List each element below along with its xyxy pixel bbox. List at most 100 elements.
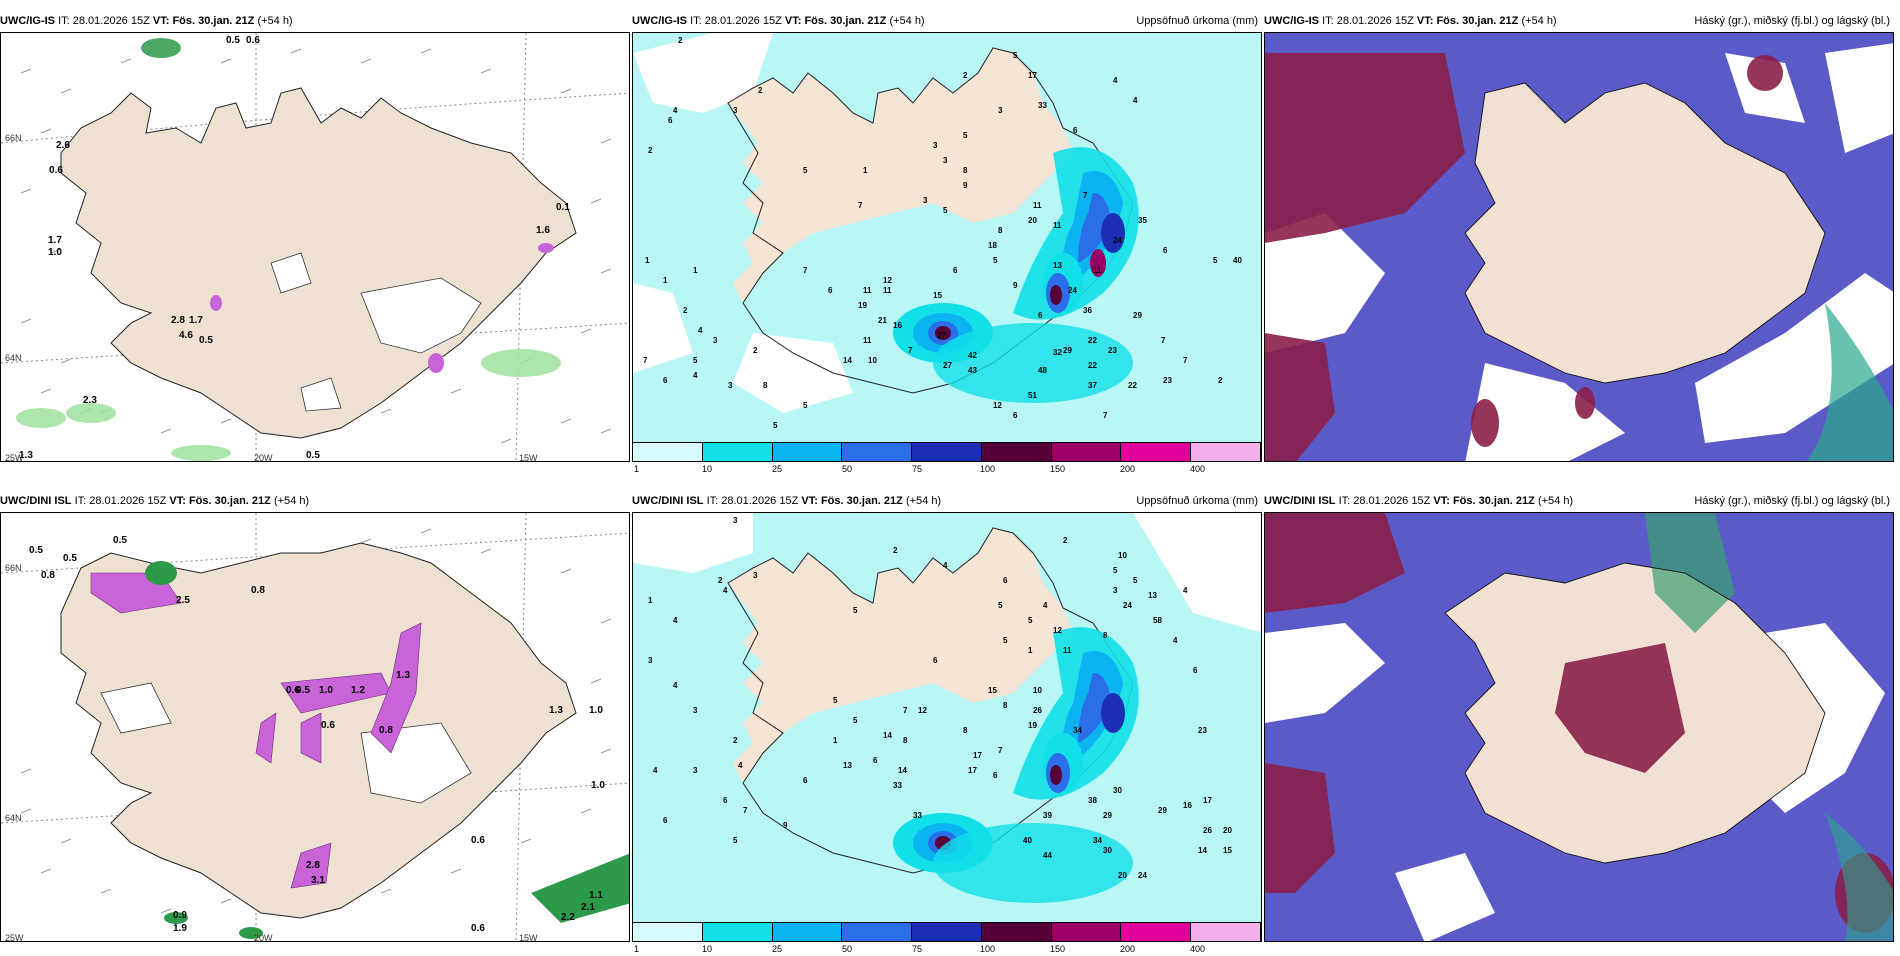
panel-dini-wind: UWC/DINI ISL IT: 28.01.2026 15Z VT: Fös.… — [0, 492, 630, 942]
svg-text:9: 9 — [963, 181, 968, 190]
svg-text:5: 5 — [993, 256, 998, 265]
svg-text:24: 24 — [1113, 236, 1122, 245]
svg-text:1.3: 1.3 — [396, 670, 410, 681]
graticule-labels: 20W 15W 25W 66N 64N — [5, 563, 538, 942]
svg-text:26: 26 — [1033, 706, 1042, 715]
coastline — [1444, 562, 1826, 864]
svg-text:22: 22 — [1088, 336, 1097, 345]
svg-text:2: 2 — [718, 576, 723, 585]
svg-text:4: 4 — [1043, 601, 1048, 610]
svg-text:3: 3 — [713, 336, 718, 345]
svg-text:0.6: 0.6 — [471, 923, 485, 934]
svg-text:7: 7 — [1161, 336, 1166, 345]
panel-ig-precip: UWC/IG-IS IT: 28.01.2026 15Z VT: Fös. 30… — [632, 12, 1262, 474]
svg-text:6: 6 — [1038, 311, 1043, 320]
svg-text:66N: 66N — [5, 563, 22, 573]
cloud-map[interactable] — [1264, 512, 1894, 942]
svg-text:3: 3 — [648, 656, 653, 665]
panel-header: UWC/IG-IS IT: 28.01.2026 15Z VT: Fös. 30… — [632, 15, 925, 27]
svg-text:3.1: 3.1 — [311, 875, 325, 886]
svg-text:0.5: 0.5 — [199, 335, 213, 346]
precip-bands — [893, 627, 1139, 903]
svg-text:9: 9 — [783, 821, 788, 830]
svg-text:3: 3 — [998, 106, 1003, 115]
svg-text:2: 2 — [683, 306, 688, 315]
svg-text:7: 7 — [1183, 356, 1188, 365]
svg-text:39: 39 — [1043, 811, 1052, 820]
svg-text:8: 8 — [903, 736, 908, 745]
svg-text:4: 4 — [698, 326, 703, 335]
svg-text:4: 4 — [1133, 96, 1138, 105]
svg-text:1: 1 — [863, 166, 868, 175]
svg-text:64N: 64N — [5, 353, 22, 363]
svg-text:1.0: 1.0 — [591, 780, 605, 791]
svg-text:5: 5 — [1013, 51, 1018, 60]
svg-text:15W: 15W — [519, 453, 538, 462]
panel-ig-wind: UWC/IG-IS IT: 28.01.2026 15Z VT: Fös. 30… — [0, 12, 630, 462]
value-labels: 2 2 2 4 6 3 5 17 4 4 33 1 3 6 5 3 3 2 5 … — [643, 36, 1242, 430]
svg-text:8: 8 — [963, 166, 968, 175]
svg-text:40: 40 — [1233, 256, 1242, 265]
panel-header: UWC/IG-IS IT: 28.01.2026 15Z VT: Fös. 30… — [0, 15, 293, 27]
svg-text:7: 7 — [858, 201, 863, 210]
svg-text:20W: 20W — [254, 933, 273, 942]
legend-swatch — [702, 923, 773, 941]
svg-text:1.7: 1.7 — [189, 315, 203, 326]
green-cloud-band — [1825, 813, 1893, 941]
wind-map[interactable]: 0.5 0.5 0.8 0.5 2.5 0.8 0.6 0.5 1.0 1.2 … — [0, 512, 630, 942]
svg-text:11: 11 — [1093, 266, 1102, 275]
precip-legend — [633, 442, 1261, 461]
svg-text:11: 11 — [1033, 201, 1042, 210]
svg-text:32: 32 — [1053, 348, 1062, 357]
wind-map[interactable]: 0.5 0.6 2.6 0.6 1.7 1.0 2.8 1.7 4.6 0.5 … — [0, 32, 630, 462]
svg-text:7: 7 — [643, 356, 648, 365]
svg-text:17: 17 — [1028, 71, 1037, 80]
svg-text:5: 5 — [803, 166, 808, 175]
svg-text:2: 2 — [678, 36, 683, 45]
legend-labels: 1 10 25 50 75 100 150 200 400 — [634, 944, 1206, 954]
svg-text:5: 5 — [963, 131, 968, 140]
svg-text:17: 17 — [968, 766, 977, 775]
value-labels: 3 2 3 4 10 2 5 5 3 4 1 24 4 5 13 2 4 6 5… — [648, 516, 1232, 880]
svg-text:4: 4 — [723, 586, 728, 595]
svg-text:43: 43 — [968, 366, 977, 375]
cloud-map[interactable] — [1264, 32, 1894, 462]
svg-text:0.6: 0.6 — [286, 685, 300, 696]
svg-text:2: 2 — [733, 736, 738, 745]
svg-text:34: 34 — [1093, 836, 1102, 845]
svg-text:15W: 15W — [519, 933, 538, 942]
svg-text:0.6: 0.6 — [321, 720, 335, 731]
legend-swatch — [702, 443, 773, 461]
svg-text:2: 2 — [758, 86, 763, 95]
svg-text:24: 24 — [1138, 871, 1147, 880]
svg-text:4.6: 4.6 — [179, 330, 193, 341]
svg-text:0.5: 0.5 — [29, 545, 43, 556]
svg-text:6: 6 — [803, 776, 808, 785]
svg-text:5: 5 — [1133, 576, 1138, 585]
svg-text:1: 1 — [693, 266, 698, 275]
svg-text:13: 13 — [1053, 261, 1062, 270]
svg-text:2.2: 2.2 — [561, 912, 575, 923]
precip-map[interactable]: 2 2 2 4 6 3 5 17 4 4 33 1 3 6 5 3 3 2 5 … — [632, 32, 1262, 462]
svg-text:14: 14 — [1198, 846, 1207, 855]
legend-swatch — [1051, 443, 1122, 461]
svg-text:15: 15 — [1223, 846, 1232, 855]
svg-text:7: 7 — [998, 746, 1003, 755]
svg-text:2.1: 2.1 — [581, 902, 595, 913]
svg-text:4: 4 — [738, 761, 743, 770]
svg-text:2: 2 — [1218, 376, 1223, 385]
precip-legend — [633, 922, 1261, 941]
svg-text:5: 5 — [1003, 636, 1008, 645]
svg-text:1: 1 — [663, 276, 668, 285]
precip-patches — [16, 38, 561, 461]
precip-map[interactable]: 3 2 3 4 10 2 5 5 3 4 1 24 4 5 13 2 4 6 5… — [632, 512, 1262, 942]
svg-text:15: 15 — [933, 291, 942, 300]
svg-text:6: 6 — [993, 771, 998, 780]
svg-text:12: 12 — [918, 706, 927, 715]
svg-text:1: 1 — [645, 256, 650, 265]
svg-text:0.8: 0.8 — [379, 725, 393, 736]
svg-text:1.0: 1.0 — [589, 705, 603, 716]
svg-text:0.1: 0.1 — [556, 202, 570, 213]
svg-text:4: 4 — [943, 561, 948, 570]
high-cloud-areas — [1265, 53, 1783, 461]
